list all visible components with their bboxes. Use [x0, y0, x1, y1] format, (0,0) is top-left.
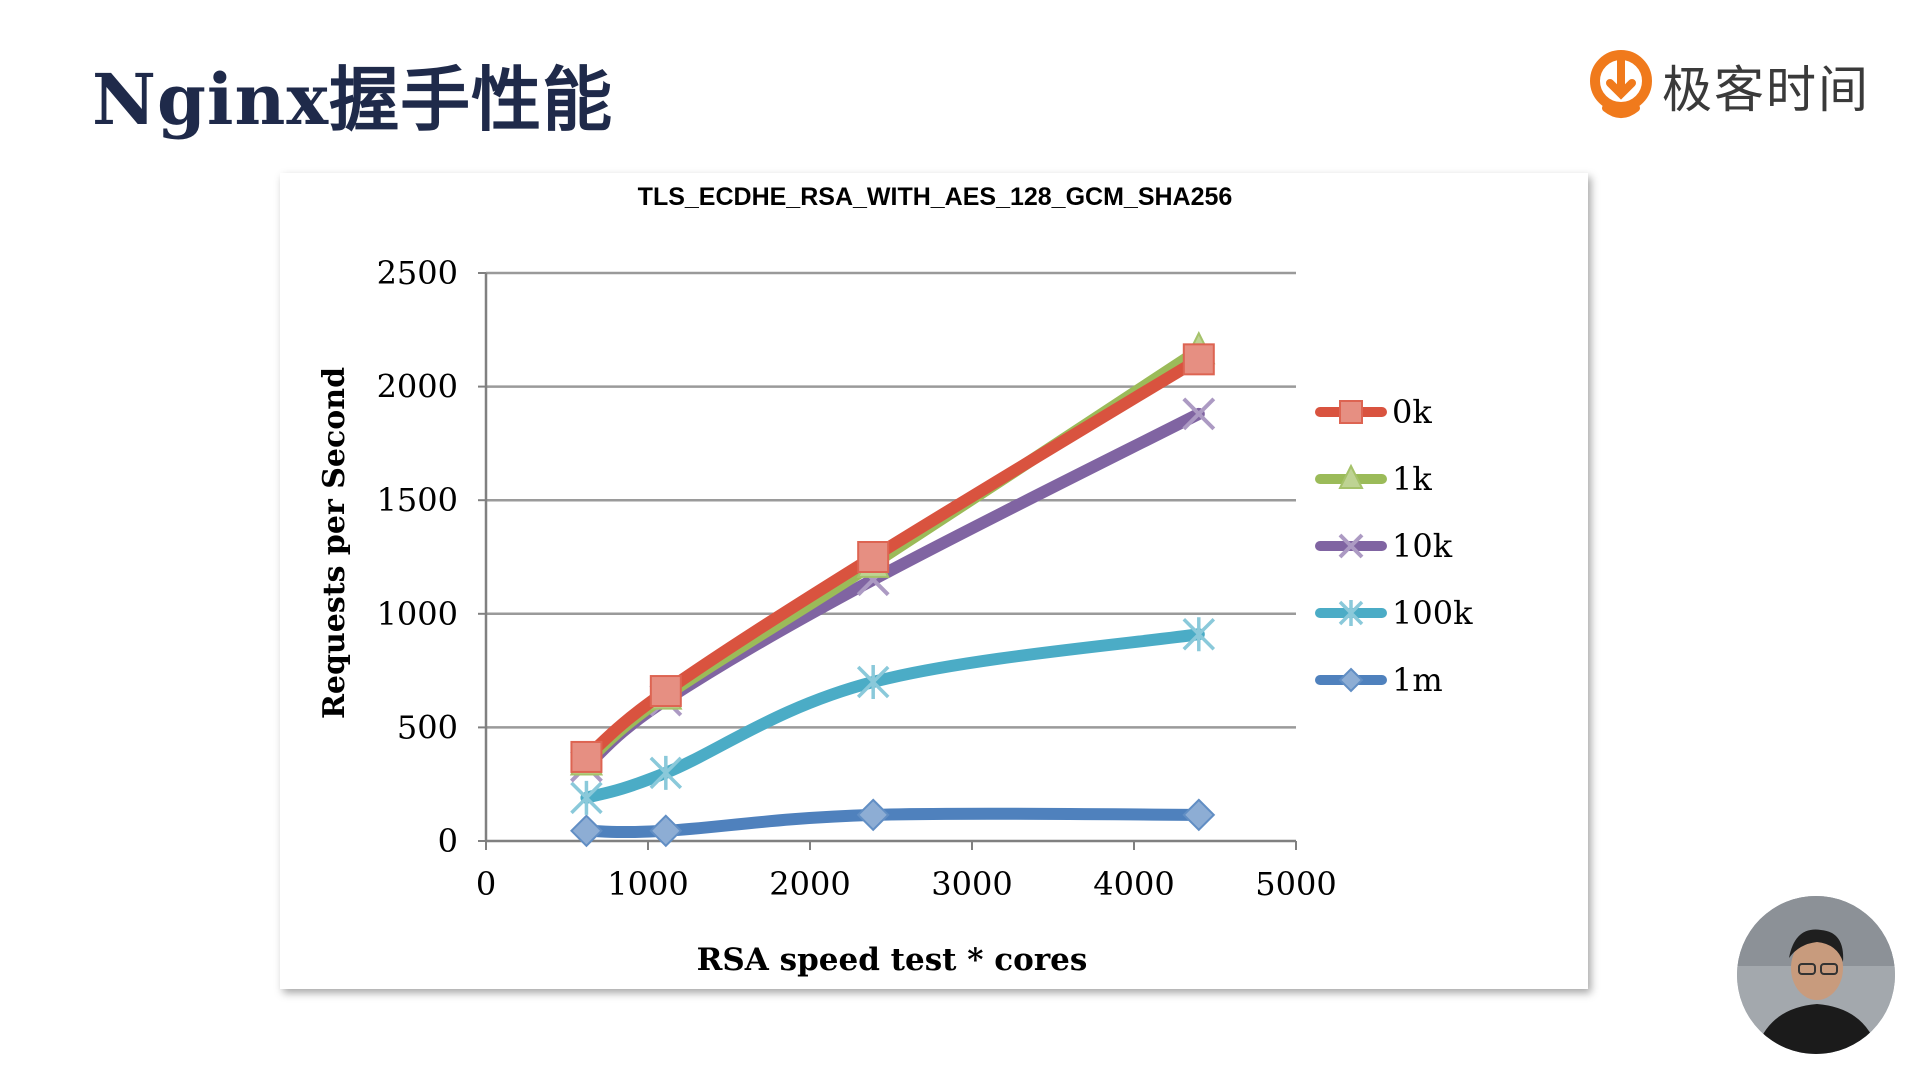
x-axis-label: RSA speed test * cores — [697, 942, 1088, 978]
legend-marker — [1338, 667, 1364, 693]
x-tick-label: 5000 — [1255, 865, 1336, 903]
legend-label: 0k — [1392, 393, 1432, 431]
data-point-0k — [1182, 343, 1215, 376]
series-line-1m — [580, 807, 1205, 839]
data-point-10k — [1182, 397, 1216, 431]
x-tick-label: 0 — [476, 865, 496, 903]
legend-item-100k: 100k — [1315, 594, 1473, 632]
legend-item-10k: 10k — [1315, 527, 1453, 565]
data-point-1m — [570, 814, 603, 848]
data-point-100k — [570, 780, 603, 815]
legend-marker — [1339, 400, 1363, 424]
series-1k — [569, 331, 1216, 776]
slide-title: Nginx握手性能 — [92, 58, 614, 141]
legend-marker — [1338, 533, 1364, 559]
y-tick-label: 2500 — [377, 254, 458, 292]
data-point-1m — [856, 798, 890, 832]
x-tick-label: 1000 — [607, 865, 688, 903]
legend-item-0k: 0k — [1315, 393, 1432, 431]
data-point-0k — [857, 541, 890, 573]
y-tick-label: 1500 — [377, 481, 458, 519]
y-tick-label: 0 — [438, 822, 458, 860]
series-line-100k — [580, 628, 1205, 804]
data-point-100k — [856, 664, 890, 699]
data-point-1m — [649, 814, 683, 848]
legend-label: 10k — [1392, 527, 1453, 565]
data-point-0k — [570, 740, 603, 773]
legend-label: 100k — [1392, 594, 1473, 632]
data-point-100k — [1182, 617, 1216, 652]
legend-label: 1k — [1392, 460, 1432, 498]
brand-logo: 极客时间 — [1590, 50, 1870, 122]
series-100k — [570, 617, 1216, 815]
brand-name: 极客时间 — [1662, 61, 1870, 119]
y-tick-label: 2000 — [377, 368, 458, 406]
y-tick-label: 500 — [397, 708, 458, 746]
presenter-video-thumbnail — [1737, 896, 1895, 1054]
legend-marker — [1338, 600, 1364, 626]
series-0k — [570, 343, 1215, 773]
series-line-0k — [580, 353, 1205, 763]
series-1m — [570, 798, 1216, 848]
legend-label: 1m — [1392, 661, 1443, 699]
geektime-logo-icon — [1590, 50, 1652, 118]
data-point-0k — [649, 675, 682, 708]
x-tick-label: 2000 — [769, 865, 850, 903]
x-tick-label: 4000 — [1093, 865, 1174, 903]
x-tick-label: 3000 — [931, 865, 1012, 903]
legend-item-1k: 1k — [1315, 460, 1432, 498]
legend-marker — [1338, 463, 1364, 489]
y-tick-label: 1000 — [377, 595, 458, 633]
y-axis-label: Requests per Second — [317, 367, 352, 719]
data-point-100k — [649, 755, 683, 790]
line-chart: TLS_ECDHE_RSA_WITH_AES_128_GCM_SHA256 0 5… — [317, 183, 1473, 978]
chart-card: TLS_ECDHE_RSA_WITH_AES_128_GCM_SHA256 0 5… — [280, 173, 1588, 989]
series-10k — [570, 397, 1216, 783]
legend-item-1m: 1m — [1315, 661, 1443, 699]
data-point-1m — [1182, 798, 1216, 832]
chart-title: TLS_ECDHE_RSA_WITH_AES_128_GCM_SHA256 — [638, 183, 1233, 211]
